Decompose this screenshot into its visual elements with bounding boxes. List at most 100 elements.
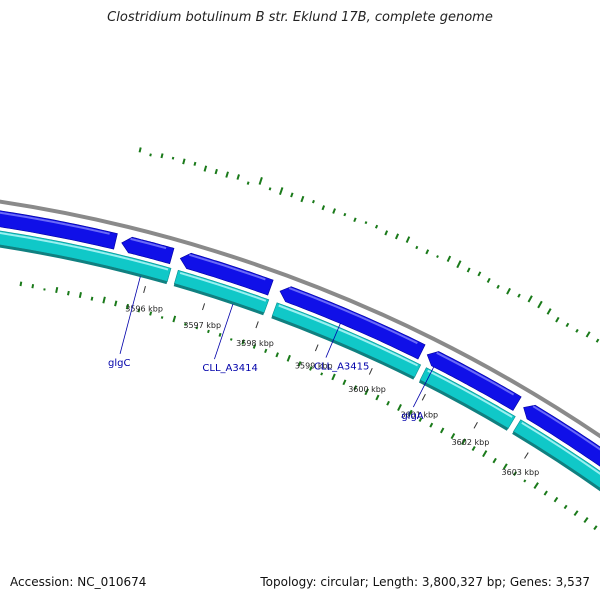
gc-tick bbox=[66, 290, 70, 296]
gc-tick bbox=[595, 338, 600, 343]
gc-tick bbox=[502, 463, 508, 470]
gc-tick bbox=[203, 165, 208, 172]
gc-tick bbox=[471, 445, 476, 452]
kbp-label: 3602 kbp bbox=[452, 438, 490, 447]
gc-tick bbox=[160, 316, 164, 319]
reverse-gene-highlight bbox=[521, 421, 600, 475]
gc-tick bbox=[585, 331, 591, 338]
kbp-label: 3596 kbp bbox=[125, 304, 163, 313]
gc-tick bbox=[183, 322, 187, 326]
gc-tick bbox=[527, 295, 533, 303]
gc-tick bbox=[565, 322, 570, 328]
reverse-gene-shadow bbox=[512, 431, 600, 492]
forward-strand-genes bbox=[0, 210, 600, 467]
gc-tick bbox=[149, 311, 153, 316]
gc-tick bbox=[482, 450, 488, 458]
kbp-label: 3603 kbp bbox=[502, 468, 540, 477]
gc-tick bbox=[523, 479, 527, 483]
gc-tick bbox=[137, 308, 141, 313]
kbp-tick bbox=[421, 393, 426, 401]
gc-tick bbox=[418, 417, 423, 422]
gc-tick bbox=[160, 153, 164, 159]
gc-tick bbox=[193, 161, 197, 166]
gc-tick bbox=[331, 373, 336, 381]
gc-tick bbox=[19, 281, 23, 287]
gc-tick bbox=[332, 208, 336, 214]
gc-tick bbox=[268, 187, 272, 191]
gc-tick bbox=[374, 224, 379, 229]
gene-leader-line bbox=[412, 366, 435, 408]
gene-label: glgC bbox=[108, 358, 130, 369]
gc-tick bbox=[286, 354, 291, 362]
gc-tick bbox=[573, 510, 579, 517]
forward-gene-highlight bbox=[436, 351, 515, 396]
gc-tick bbox=[394, 233, 400, 240]
gc-tick bbox=[429, 422, 434, 428]
gc-tick bbox=[496, 284, 500, 289]
gc-tick bbox=[90, 296, 94, 301]
gc-tick bbox=[297, 361, 302, 367]
reverse-gene-shadow bbox=[0, 244, 168, 285]
kbp-tick bbox=[368, 368, 373, 375]
kbp-tick bbox=[202, 303, 206, 311]
reverse-gene-shadow bbox=[173, 283, 265, 316]
gc-tick bbox=[342, 379, 347, 386]
gc-tick bbox=[486, 277, 491, 283]
gc-tick bbox=[364, 388, 369, 396]
gc-tick bbox=[375, 394, 380, 401]
kbp-label: 3601 kbp bbox=[400, 410, 438, 419]
reverse-gene-shadow bbox=[418, 379, 509, 431]
gc-tick bbox=[407, 409, 413, 417]
gc-tick bbox=[31, 284, 35, 289]
gc-tick bbox=[450, 432, 456, 440]
forward-gene-highlight bbox=[189, 253, 266, 281]
gc-tick bbox=[439, 427, 445, 434]
gc-tick bbox=[513, 471, 518, 476]
gc-tick bbox=[343, 212, 347, 217]
gc-tick bbox=[456, 260, 462, 269]
gc-tick bbox=[246, 181, 250, 185]
gc-tick bbox=[236, 174, 240, 180]
gc-tick bbox=[415, 245, 419, 250]
gc-tick bbox=[214, 168, 218, 175]
gc-tick bbox=[300, 195, 305, 203]
gc-tick bbox=[553, 496, 559, 503]
kbp-label: 3597 kbp bbox=[183, 321, 221, 330]
gc-tick bbox=[275, 352, 279, 358]
gc-tick bbox=[353, 385, 358, 391]
gc-tick bbox=[436, 255, 439, 258]
gc-tick bbox=[517, 293, 521, 298]
gc-tick bbox=[252, 344, 257, 349]
kbp-tick bbox=[524, 452, 529, 459]
gc-tick bbox=[102, 296, 106, 304]
gc-tick bbox=[405, 236, 411, 243]
gc-tick bbox=[258, 177, 263, 185]
topology-text: Topology: circular; Length: 3,800,327 bp… bbox=[260, 575, 590, 589]
gc-tick bbox=[114, 300, 118, 307]
gene-leader-line bbox=[325, 323, 341, 358]
forward-gene-highlight bbox=[130, 237, 167, 250]
gc-tick bbox=[563, 504, 568, 510]
gene-label: glgA bbox=[401, 411, 423, 422]
gc-tick bbox=[386, 400, 390, 406]
accession-text: Accession: NC_010674 bbox=[10, 575, 147, 589]
gc-tick bbox=[461, 438, 467, 446]
forward-gene-arrow bbox=[279, 286, 426, 360]
gc-tick bbox=[171, 156, 175, 160]
forward-gene-highlight bbox=[0, 211, 110, 235]
gc-tick bbox=[466, 267, 471, 273]
genome-title: Clostridium botulinum B str. Eklund 17B,… bbox=[107, 10, 493, 25]
kbp-tick bbox=[473, 422, 478, 429]
gc-tick bbox=[543, 490, 548, 496]
kbp-scale: 3596 kbp 3597 kbp 3598 kbp 3599 kbp 3600 kbp… bbox=[125, 285, 540, 477]
gc-tick bbox=[195, 326, 199, 330]
forward-gene-arrow bbox=[179, 252, 274, 296]
gc-tick bbox=[425, 249, 430, 255]
gene-leader-line bbox=[214, 304, 234, 360]
gc-tick bbox=[537, 300, 543, 309]
gc-tick bbox=[229, 338, 233, 341]
gc-tick bbox=[78, 292, 82, 299]
kbp-tick bbox=[314, 344, 319, 352]
gc-content-track bbox=[19, 147, 600, 531]
